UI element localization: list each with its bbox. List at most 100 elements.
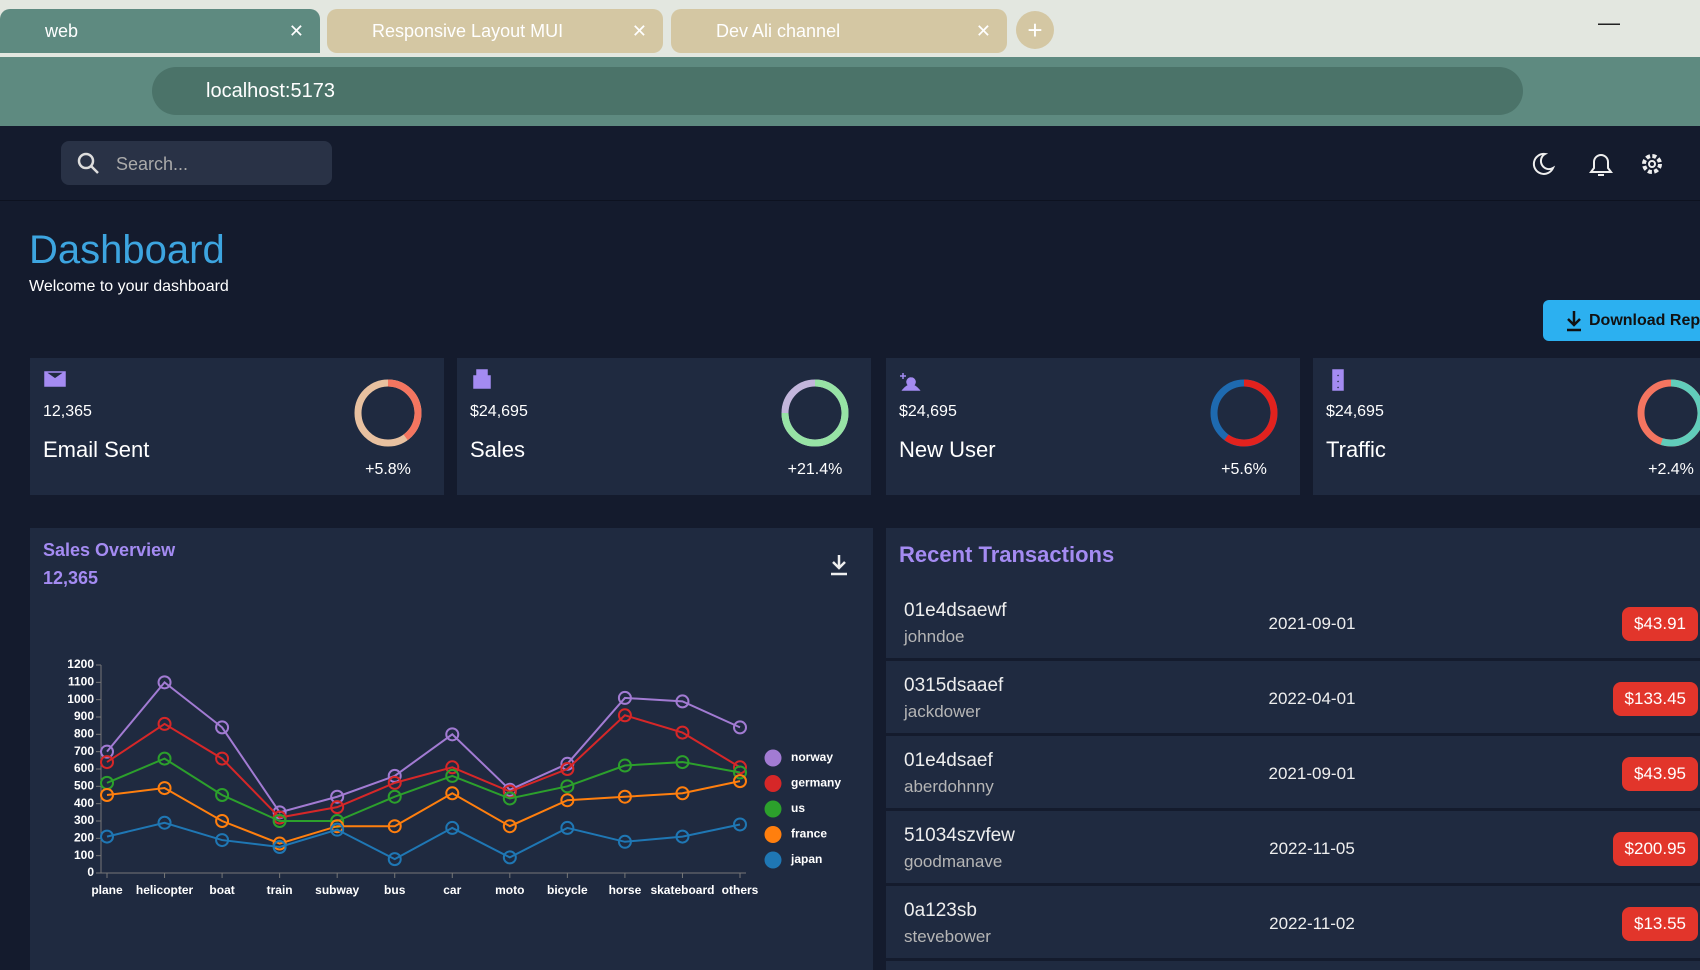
transaction-date: 2021-09-01 [1268, 614, 1356, 633]
point [502, 791, 517, 806]
progress-arc [1224, 379, 1278, 447]
point [502, 819, 517, 834]
point [675, 786, 690, 801]
point [157, 815, 172, 830]
card-icon [1332, 369, 1344, 391]
url-box[interactable]: localhost:5173 [152, 67, 1523, 115]
transactions-panel [886, 528, 1700, 970]
stat-increase: +5.8% [365, 461, 411, 478]
page-subtitle: Welcome to your dashboard [29, 278, 229, 295]
point [675, 829, 690, 844]
point [215, 833, 230, 848]
legend-swatch [764, 775, 782, 792]
point [733, 817, 747, 832]
y-tick-label: 800 [74, 727, 94, 741]
stat-card: $24,695 Traffic +2.4% [1313, 358, 1700, 495]
stat-title: Sales [470, 437, 526, 462]
address-bar: localhost:5173 [0, 57, 1700, 126]
close[interactable]: ✕ [631, 21, 647, 41]
series-line [106, 821, 741, 861]
tab[interactable]: Responsive Layout MUI ✕ [327, 9, 663, 53]
series-line [106, 757, 741, 822]
point [330, 822, 345, 837]
stat-card: 12,365 Email Sent +5.8% [30, 358, 444, 495]
tab[interactable]: web ✕ [0, 9, 320, 53]
transaction-user: stevebower [904, 927, 991, 946]
progress-arc [387, 379, 422, 441]
point [733, 760, 747, 775]
url: localhost:5173 [206, 80, 335, 102]
y-tick-label: 100 [74, 848, 94, 862]
stat-increase: +2.4% [1648, 461, 1694, 478]
transaction-cost: $13.55 [1622, 907, 1698, 941]
transaction-date: 2022-11-02 [1269, 914, 1355, 933]
transaction-date: 2021-09-01 [1268, 764, 1356, 783]
point [617, 834, 632, 849]
y-tick-label: 400 [74, 796, 94, 810]
y-tick-label: 1200 [67, 657, 94, 671]
transaction-user: jackdower [904, 702, 981, 721]
bell-icon[interactable] [1589, 154, 1613, 176]
point [445, 760, 460, 775]
card-icon [44, 371, 66, 387]
new-tab[interactable]: + [1016, 11, 1054, 49]
tab-bar: web ✕ Responsive Layout MUI ✕ Dev Ali chan… [0, 0, 1700, 57]
stat-value: $24,695 [899, 403, 957, 420]
tab[interactable]: Dev Ali channel ✕ [671, 9, 1007, 53]
row-divider [886, 733, 1700, 736]
card-graphics [44, 371, 422, 447]
card-icon [900, 373, 921, 391]
close[interactable]: ✕ [288, 21, 304, 41]
point [560, 779, 575, 794]
point [675, 755, 690, 770]
point [215, 720, 230, 735]
point [675, 725, 690, 740]
point [445, 820, 460, 835]
theme-icon[interactable] [1532, 152, 1556, 175]
row-divider [886, 958, 1700, 961]
point [387, 819, 402, 834]
transactions-title: Recent Transactions [899, 542, 1114, 567]
stat-card: $24,695 New User +5.6% [886, 358, 1300, 495]
row-divider [886, 658, 1700, 661]
divider [0, 200, 1700, 201]
minimize[interactable]: — [1598, 10, 1620, 35]
transaction-id: 0315dsaaef [904, 675, 1004, 696]
tab-title: Dev Ali channel [716, 21, 841, 41]
transaction-user: goodmanave [904, 852, 1003, 871]
point [100, 829, 114, 844]
point [617, 758, 632, 773]
y-tick-label: 600 [74, 761, 94, 775]
download-button[interactable]: Download Reports [1543, 300, 1700, 341]
point [100, 744, 114, 759]
legend-swatch [764, 826, 782, 843]
legend-label: france [791, 827, 827, 841]
series-line [106, 780, 741, 845]
transaction-cost: $43.91 [1622, 607, 1698, 641]
y-tick-label: 1100 [68, 675, 94, 689]
point [387, 852, 402, 867]
point [157, 781, 172, 796]
point [617, 690, 632, 705]
x-tick-label: helicopter [136, 883, 194, 897]
point [675, 694, 690, 709]
x-tick-label: bus [384, 883, 406, 897]
settings-icon[interactable] [1642, 154, 1662, 174]
search-box[interactable]: Search... [61, 141, 332, 185]
transaction-cost: $43.95 [1622, 757, 1698, 791]
x-tick-label: bicycle [547, 883, 588, 897]
point [445, 786, 460, 801]
close[interactable]: ✕ [975, 21, 991, 41]
tab-title: web [45, 21, 79, 41]
point [157, 751, 172, 766]
header-icons [1532, 152, 1662, 176]
y-tick-label: 500 [74, 779, 94, 793]
legend-label: norway [791, 750, 833, 764]
x-tick-label: car [443, 883, 461, 897]
card-graphics [900, 373, 1278, 447]
chart-download-icon[interactable] [831, 555, 847, 576]
search-icon [77, 152, 99, 174]
button-label: Download Reports [1589, 312, 1700, 329]
legend-swatch [764, 800, 782, 818]
